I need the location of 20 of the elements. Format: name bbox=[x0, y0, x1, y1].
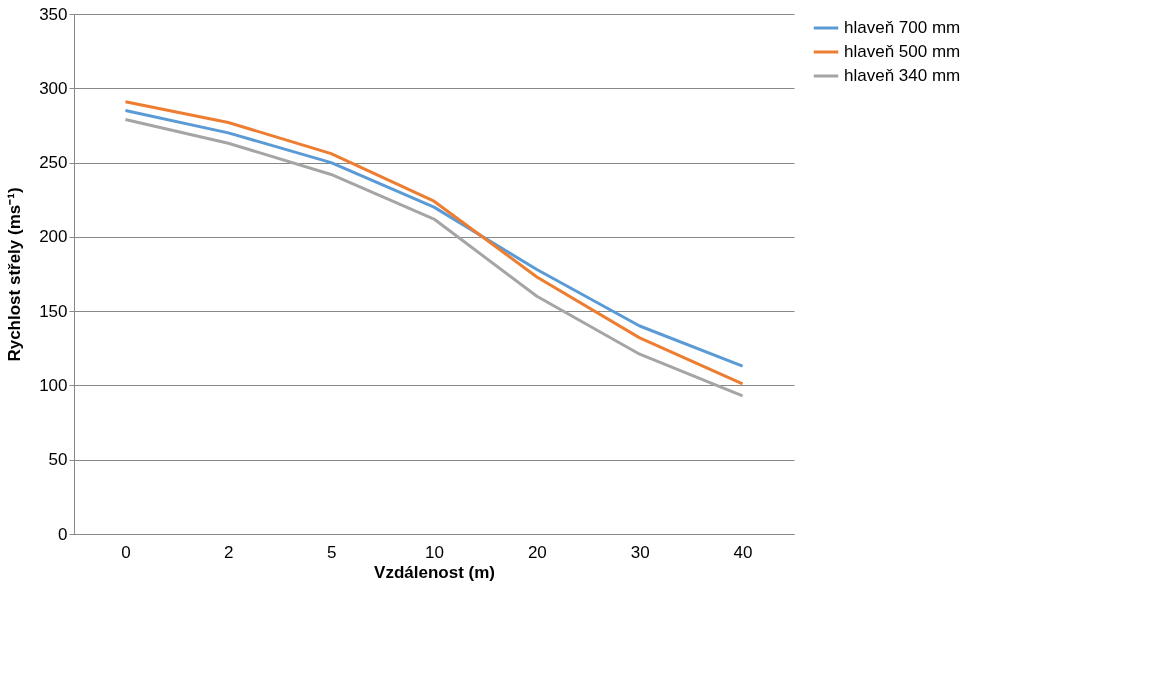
x-tick-label: 2 bbox=[224, 542, 234, 562]
legend-label: hlaveň 340 mm bbox=[844, 66, 961, 85]
y-tick-label: 100 bbox=[39, 375, 68, 395]
x-axis-title: Vzdálenost (m) bbox=[374, 562, 495, 582]
y-tick-label: 50 bbox=[48, 450, 68, 470]
y-tick-label: 300 bbox=[39, 78, 68, 98]
legend-label: hlaveň 700 mm bbox=[844, 18, 961, 37]
y-axis-title: Rychlost střely (ms⁻¹) bbox=[5, 187, 25, 362]
y-tick-label: 200 bbox=[39, 227, 68, 247]
y-tick-label: 150 bbox=[39, 301, 68, 321]
x-tick-label: 5 bbox=[326, 542, 337, 562]
x-tick-label: 10 bbox=[425, 542, 444, 562]
x-tick-label: 40 bbox=[733, 542, 753, 562]
y-tick-label: 350 bbox=[39, 4, 68, 24]
x-tick-label: 20 bbox=[527, 542, 547, 562]
legend-label: hlaveň 500 mm bbox=[844, 42, 961, 61]
x-tick-label: 0 bbox=[121, 542, 131, 562]
y-tick-label: 0 bbox=[58, 524, 68, 544]
y-tick-label: 250 bbox=[39, 153, 68, 173]
x-tick-label: 30 bbox=[630, 542, 650, 562]
